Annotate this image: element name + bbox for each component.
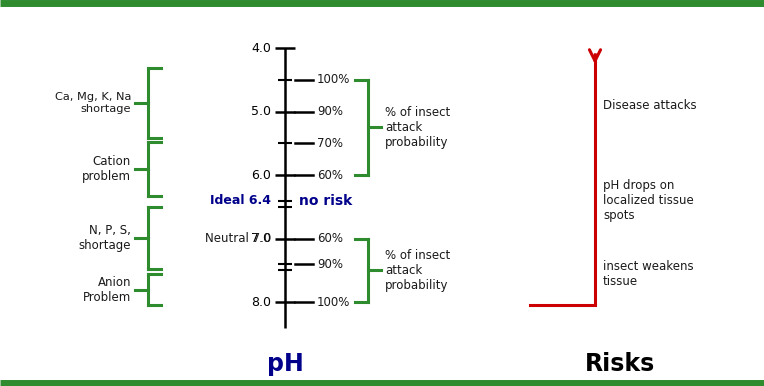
Text: 5.0: 5.0 bbox=[251, 105, 271, 118]
Text: % of insect
attack
probability: % of insect attack probability bbox=[385, 106, 450, 149]
Text: 100%: 100% bbox=[317, 296, 351, 309]
Text: 60%: 60% bbox=[317, 232, 343, 245]
Text: 8.0: 8.0 bbox=[251, 296, 271, 309]
Text: pH: pH bbox=[267, 352, 303, 376]
Text: pH drops on
localized tissue
spots: pH drops on localized tissue spots bbox=[603, 179, 694, 222]
Text: 7.0: 7.0 bbox=[251, 232, 271, 245]
Text: N, P, S,
shortage: N, P, S, shortage bbox=[79, 224, 131, 252]
Text: 70%: 70% bbox=[317, 137, 343, 150]
Text: no risk: no risk bbox=[299, 193, 352, 208]
Text: 4.0: 4.0 bbox=[251, 42, 271, 54]
Text: 100%: 100% bbox=[317, 73, 351, 86]
Text: 6.0: 6.0 bbox=[251, 169, 271, 181]
Text: 60%: 60% bbox=[317, 169, 343, 181]
Text: Ideal 6.4: Ideal 6.4 bbox=[210, 194, 271, 207]
Text: Neutral 7.0: Neutral 7.0 bbox=[205, 232, 271, 245]
Text: 90%: 90% bbox=[317, 257, 343, 271]
Text: % of insect
attack
probability: % of insect attack probability bbox=[385, 249, 450, 292]
Text: Risks: Risks bbox=[585, 352, 655, 376]
Text: 90%: 90% bbox=[317, 105, 343, 118]
Text: insect weakens
tissue: insect weakens tissue bbox=[603, 260, 694, 288]
Text: Cation
problem: Cation problem bbox=[82, 155, 131, 183]
Text: Anion
Problem: Anion Problem bbox=[83, 276, 131, 303]
Text: Disease attacks: Disease attacks bbox=[603, 99, 697, 112]
Text: Ca, Mg, K, Na
shortage: Ca, Mg, K, Na shortage bbox=[54, 93, 131, 114]
